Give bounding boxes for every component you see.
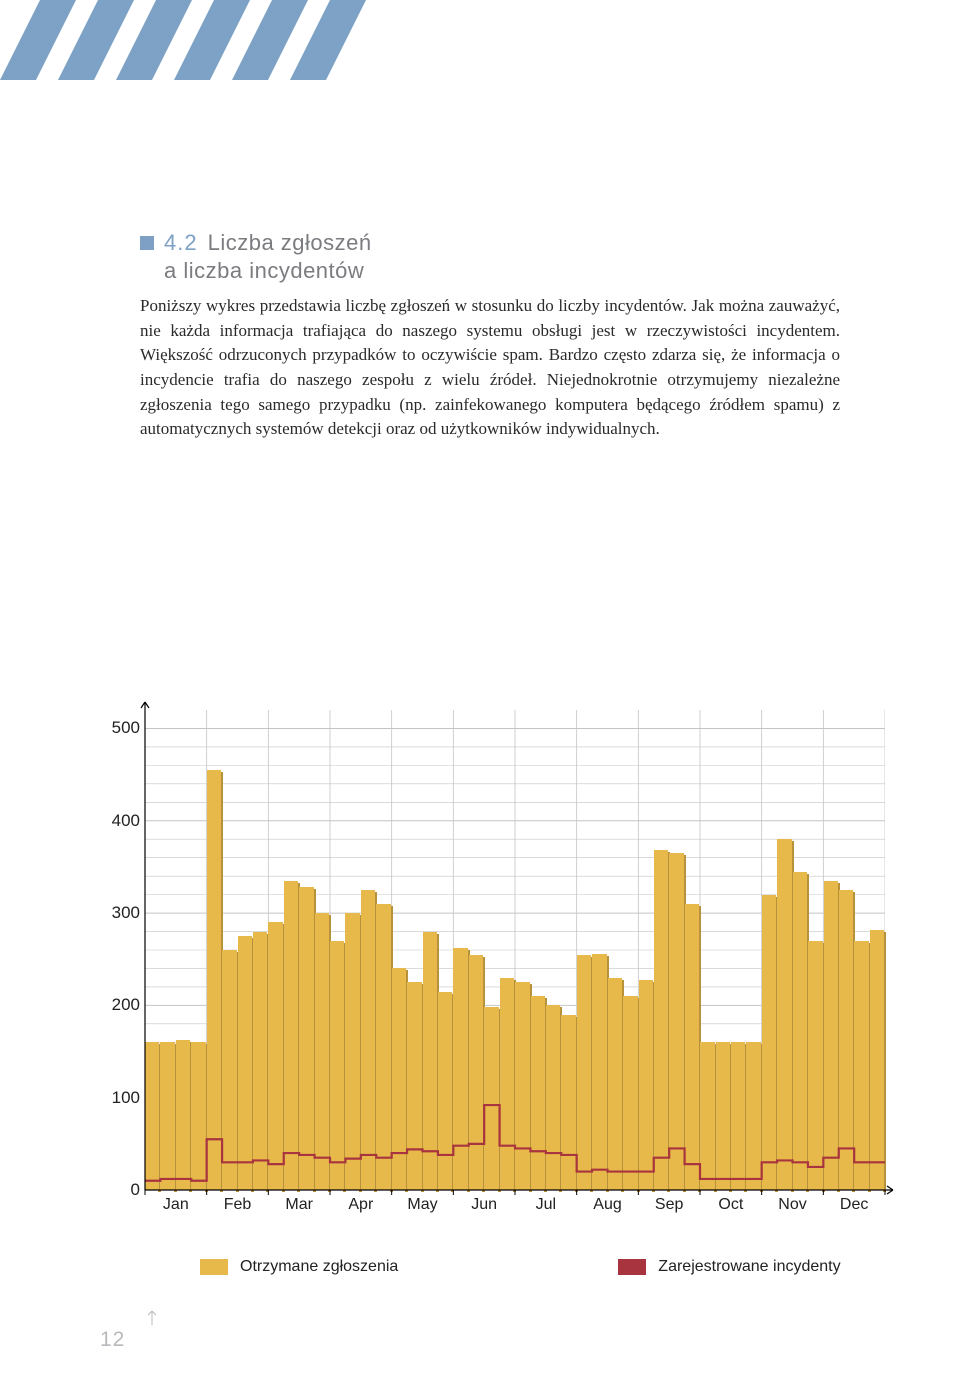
y-tick-label: 200 (85, 995, 140, 1015)
legend-label-b: Zarejestrowane incydenty (658, 1258, 840, 1276)
x-tick-label: Feb (224, 1196, 252, 1214)
header-stripes (0, 0, 380, 80)
chart-legend: Otrzymane zgłoszenia Zarejestrowane incy… (200, 1258, 860, 1276)
legend-swatch-b (618, 1259, 646, 1275)
page-number: 12 (100, 1328, 125, 1352)
body-paragraph: Poniższy wykres przedstawia liczbę zgłos… (140, 294, 840, 442)
y-tick-label: 100 (85, 1088, 140, 1108)
chart-axes (135, 700, 895, 1200)
y-tick-label: 0 (85, 1180, 140, 1200)
x-tick-label: May (407, 1196, 437, 1214)
x-tick-label: Oct (718, 1196, 743, 1214)
heading-title-sub: a liczba incydentów (164, 258, 840, 284)
x-tick-label: Jul (536, 1196, 556, 1214)
x-tick-label: Aug (593, 1196, 621, 1214)
x-tick-label: Nov (778, 1196, 806, 1214)
legend-item-b: Zarejestrowane incydenty (618, 1258, 840, 1276)
y-tick-label: 500 (85, 718, 140, 738)
section-heading: 4.2 Liczba zgłoszeń (140, 230, 840, 256)
x-tick-label: Sep (655, 1196, 683, 1214)
legend-label-a: Otrzymane zgłoszenia (240, 1258, 398, 1276)
y-tick-label: 300 (85, 903, 140, 923)
page-number-tick (145, 1307, 159, 1332)
legend-item-a: Otrzymane zgłoszenia (200, 1258, 398, 1276)
heading-number: 4.2 (164, 230, 198, 256)
heading-marker (140, 236, 154, 250)
heading-title-main: Liczba zgłoszeń (208, 230, 372, 256)
x-tick-label: Jan (163, 1196, 189, 1214)
content-block: 4.2 Liczba zgłoszeń a liczba incydentów … (140, 230, 840, 442)
page: 4.2 Liczba zgłoszeń a liczba incydentów … (0, 0, 960, 1382)
x-tick-label: Dec (840, 1196, 868, 1214)
stripes-svg (0, 0, 380, 80)
chart-plot (145, 710, 885, 1190)
x-tick-label: Jun (471, 1196, 497, 1214)
y-tick-label: 400 (85, 811, 140, 831)
chart-area: 0 100 200 300 400 500 Jan Feb Mar Apr May Jun Jul Au… (85, 710, 885, 1220)
legend-swatch-a (200, 1259, 228, 1275)
x-tick-label: Mar (285, 1196, 313, 1214)
x-tick-label: Apr (348, 1196, 373, 1214)
